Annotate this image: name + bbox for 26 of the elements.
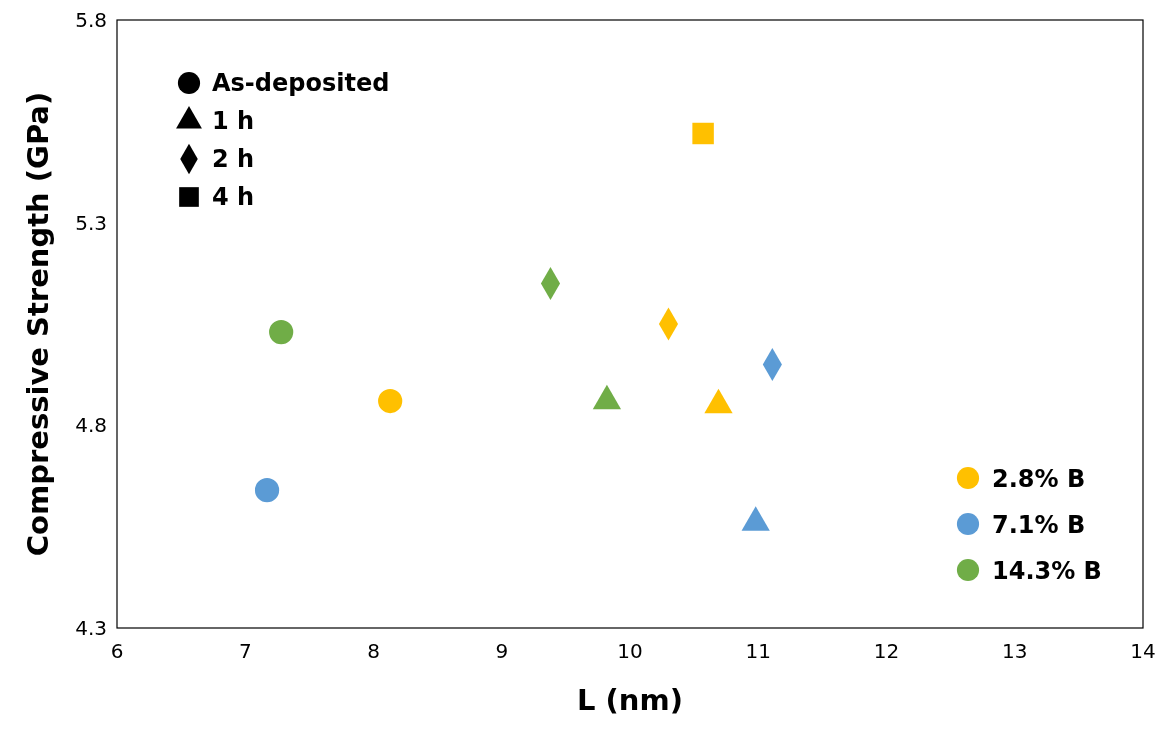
x-axis-title: L (nm)	[577, 683, 683, 717]
y-tick-label: 5.3	[75, 210, 107, 235]
annotation: As-deposited	[212, 69, 390, 97]
y-tick-label: 4.8	[75, 413, 107, 438]
annotation: 2 h	[212, 145, 255, 173]
x-tick-label: 9	[495, 639, 509, 663]
legend-label: 7.1% B	[992, 511, 1086, 539]
legend-label: 2.8% B	[992, 465, 1086, 493]
legend-label: 14.3% B	[992, 557, 1102, 585]
annotation: 1 h	[212, 107, 255, 135]
point	[378, 388, 403, 414]
x-tick-label: 14	[1130, 639, 1156, 663]
point	[692, 122, 714, 145]
x-tick-label: 10	[617, 639, 643, 663]
y-tick-label: 5.8	[75, 8, 107, 32]
x-tick-label: 8	[367, 639, 380, 663]
y-axis-title: Compressive Strength (GPa)	[21, 91, 55, 557]
x-tick-label: 6	[110, 639, 124, 663]
y-tick-label: 4.3	[75, 616, 107, 640]
x-tick-label: 12	[873, 639, 900, 663]
annotation: 4 h	[212, 183, 255, 211]
x-tick-label: 13	[1002, 639, 1028, 663]
x-tick-label: 11	[745, 639, 771, 663]
point	[254, 478, 280, 503]
x-tick-label: 7	[238, 639, 252, 663]
point	[269, 320, 294, 345]
